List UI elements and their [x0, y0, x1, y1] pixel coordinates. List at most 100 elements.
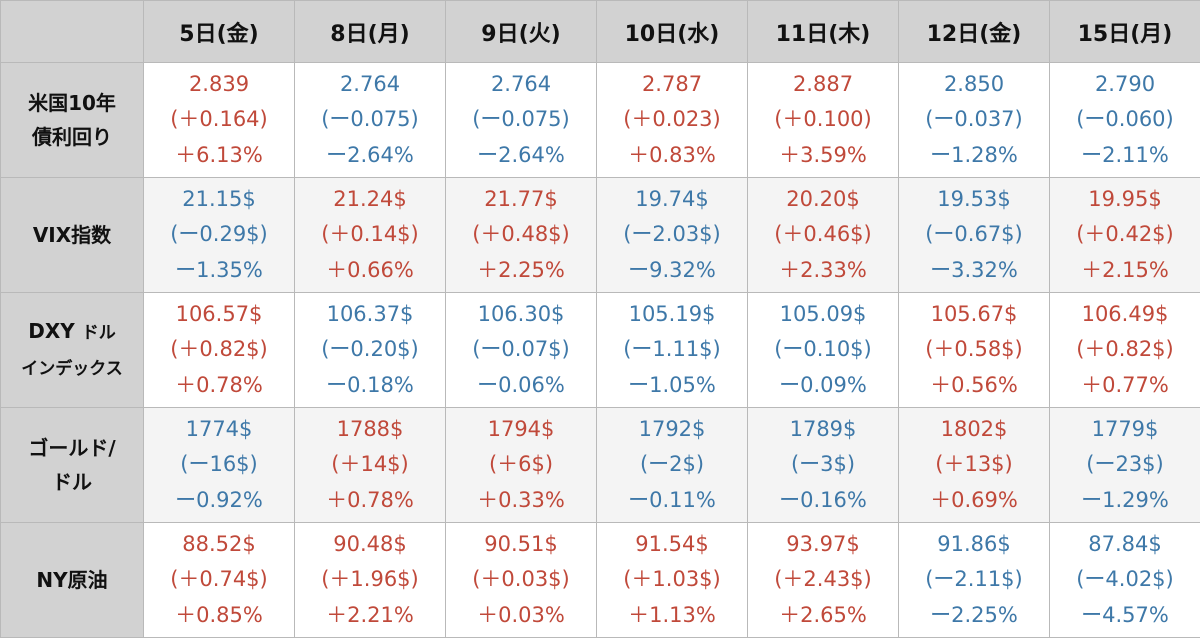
data-cell: 105.09$ (ー0.10$) ー0.09%	[747, 292, 899, 408]
cell-value: 105.19$	[628, 301, 716, 326]
cell-change: (＋0.42$)	[1076, 222, 1174, 247]
cell-value: 2.790	[1094, 71, 1156, 96]
cell-value: 2.887	[792, 71, 854, 96]
row-header-line: 米国10年	[28, 91, 116, 115]
data-cell: 1794$ (＋6$) ＋0.33%	[445, 407, 597, 523]
row-header-us10y: 米国10年 債利回り	[0, 62, 144, 178]
row-header-dxy: DXY ドル インデックス	[0, 292, 144, 408]
row-header-line: DXY	[28, 319, 75, 343]
data-cell: 2.787 (＋0.023) ＋0.83%	[596, 62, 748, 178]
cell-percent: ＋0.78%	[175, 372, 263, 397]
data-cell: 106.49$ (＋0.82$) ＋0.77%	[1049, 292, 1200, 408]
data-cell: 90.51$ (＋0.03$) ＋0.03%	[445, 522, 597, 638]
table-row: DXY ドル インデックス 106.57$ (＋0.82$) ＋0.78% 106.…	[0, 292, 1200, 408]
data-cell: 2.887 (＋0.100) ＋3.59%	[747, 62, 899, 178]
data-cell: 2.850 (ー0.037) ー1.28%	[898, 62, 1050, 178]
data-cell: 21.77$ (＋0.48$) ＋2.25%	[445, 177, 597, 293]
cell-percent: ＋6.13%	[175, 142, 263, 167]
cell-percent: ー1.28%	[930, 142, 1018, 167]
cell-value: 87.84$	[1088, 531, 1162, 556]
data-cell: 1802$ (＋13$) ＋0.69%	[898, 407, 1050, 523]
row-header-line: ドル	[81, 323, 116, 343]
cell-percent: ＋1.13%	[628, 602, 716, 627]
cell-change: (＋1.96$)	[321, 567, 419, 592]
cell-change: (＋0.82$)	[1076, 337, 1174, 362]
data-cell: 93.97$ (＋2.43$) ＋2.65%	[747, 522, 899, 638]
cell-change: (＋0.58$)	[925, 337, 1023, 362]
cell-change: (＋2.43$)	[774, 567, 872, 592]
cell-percent: ＋0.85%	[175, 602, 263, 627]
cell-percent: ー0.18%	[326, 372, 414, 397]
column-header: 9日(火)	[445, 0, 597, 63]
cell-value: 91.86$	[937, 531, 1011, 556]
corner-cell	[0, 0, 144, 63]
cell-change: (ー2.11$)	[925, 567, 1023, 592]
cell-change: (＋13$)	[935, 452, 1013, 477]
table-row: ゴールド/ ドル 1774$ (ー16$) ー0.92% 1788$ (＋14$) ＋0…	[0, 407, 1200, 523]
data-cell: 1792$ (ー2$) ー0.11%	[596, 407, 748, 523]
column-header: 15日(月)	[1049, 0, 1200, 63]
data-cell: 20.20$ (＋0.46$) ＋2.33%	[747, 177, 899, 293]
row-header-line: NY原油	[36, 568, 108, 592]
cell-change: (ー4.02$)	[1076, 567, 1174, 592]
cell-change: (＋0.82$)	[170, 337, 268, 362]
cell-percent: ー2.64%	[326, 142, 414, 167]
cell-value: 1792$	[638, 416, 706, 441]
table-row: NY原油 88.52$ (＋0.74$) ＋0.85% 90.48$ (＋1.96$)…	[0, 522, 1200, 638]
cell-change: (ー2.03$)	[623, 222, 721, 247]
row-header-gold: ゴールド/ ドル	[0, 407, 144, 523]
cell-percent: ＋0.78%	[326, 487, 414, 512]
cell-value: 2.850	[943, 71, 1005, 96]
data-cell: 21.15$ (ー0.29$) ー1.35%	[143, 177, 295, 293]
cell-value: 93.97$	[786, 531, 860, 556]
cell-change: (＋0.48$)	[472, 222, 570, 247]
cell-percent: ー2.25%	[930, 602, 1018, 627]
cell-percent: ー0.09%	[779, 372, 867, 397]
cell-value: 2.764	[339, 71, 401, 96]
cell-percent: ー1.05%	[628, 372, 716, 397]
cell-value: 1802$	[940, 416, 1008, 441]
data-cell: 90.48$ (＋1.96$) ＋2.21%	[294, 522, 446, 638]
cell-percent: ー3.32%	[930, 257, 1018, 282]
cell-value: 1789$	[789, 416, 857, 441]
cell-percent: ＋0.56%	[930, 372, 1018, 397]
cell-value: 20.20$	[786, 186, 860, 211]
cell-change: (＋0.100)	[774, 107, 872, 132]
data-cell: 106.57$ (＋0.82$) ＋0.78%	[143, 292, 295, 408]
row-header-line: ドル	[52, 470, 92, 494]
cell-value: 106.57$	[175, 301, 263, 326]
cell-percent: ＋2.33%	[779, 257, 867, 282]
cell-change: (＋0.74$)	[170, 567, 268, 592]
cell-value: 21.15$	[182, 186, 256, 211]
data-cell: 87.84$ (ー4.02$) ー4.57%	[1049, 522, 1200, 638]
column-header: 10日(水)	[596, 0, 748, 63]
table-row: VIX指数 21.15$ (ー0.29$) ー1.35% 21.24$ (＋0.14$…	[0, 177, 1200, 293]
cell-change: (ー0.060)	[1076, 107, 1174, 132]
cell-percent: ー9.32%	[628, 257, 716, 282]
cell-change: (ー0.07$)	[472, 337, 570, 362]
data-cell: 88.52$ (＋0.74$) ＋0.85%	[143, 522, 295, 638]
cell-change: (ー23$)	[1086, 452, 1164, 477]
cell-percent: ー0.11%	[628, 487, 716, 512]
cell-change: (＋1.03$)	[623, 567, 721, 592]
cell-change: (＋0.03$)	[472, 567, 570, 592]
cell-value: 1794$	[487, 416, 555, 441]
cell-percent: ＋2.21%	[326, 602, 414, 627]
cell-percent: ー2.64%	[477, 142, 565, 167]
cell-change: (ー0.075)	[472, 107, 570, 132]
cell-percent: ＋2.65%	[779, 602, 867, 627]
column-header: 11日(木)	[747, 0, 899, 63]
cell-value: 106.30$	[477, 301, 565, 326]
data-cell: 19.74$ (ー2.03$) ー9.32%	[596, 177, 748, 293]
cell-percent: ＋2.25%	[477, 257, 565, 282]
cell-change: (ー0.29$)	[170, 222, 268, 247]
cell-change: (＋0.023)	[623, 107, 721, 132]
row-header-ny-crude: NY原油	[0, 522, 144, 638]
header-row: 5日(金) 8日(月) 9日(火) 10日(水) 11日(木) 12日(金) 1…	[0, 0, 1200, 63]
data-cell: 19.53$ (ー0.67$) ー3.32%	[898, 177, 1050, 293]
cell-value: 2.787	[641, 71, 703, 96]
cell-percent: ー4.57%	[1081, 602, 1169, 627]
column-header: 5日(金)	[143, 0, 295, 63]
data-cell: 106.37$ (ー0.20$) ー0.18%	[294, 292, 446, 408]
